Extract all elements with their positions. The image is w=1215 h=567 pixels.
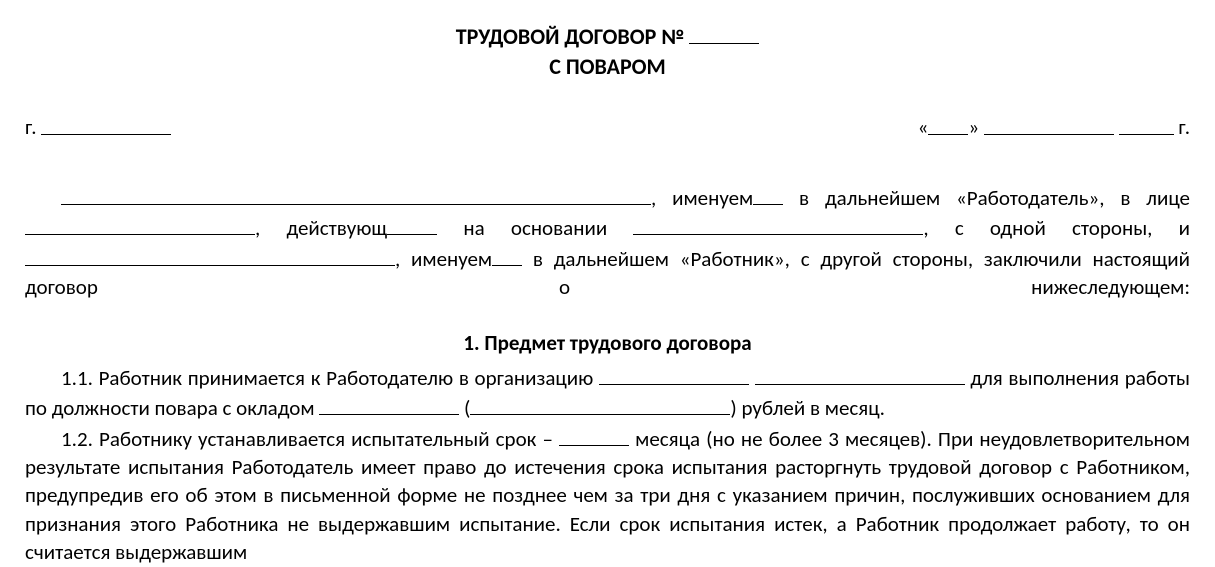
document-page: ТРУДОВОЙ ДОГОВОР № С ПОВАРОМ г. « » г. , … bbox=[0, 0, 1215, 567]
section-1-title: 1. Предмет трудового договора bbox=[25, 329, 1190, 357]
preamble-seg1: , именуем bbox=[651, 185, 753, 211]
city-blank[interactable] bbox=[41, 111, 171, 134]
preamble-seg6: , именуем bbox=[395, 246, 492, 272]
org-blank-1[interactable] bbox=[599, 362, 749, 385]
clause-1-1-p1: Работник принимается к Работодателю в ор… bbox=[99, 365, 599, 391]
day-blank[interactable] bbox=[928, 111, 968, 134]
clause-1-1: 1.1. Работник принимается к Работодателю… bbox=[25, 362, 1190, 423]
title-line-1-text: ТРУДОВОЙ ДОГОВОР № bbox=[456, 23, 690, 50]
salary-words-blank[interactable] bbox=[470, 392, 730, 415]
clause-1-2-p1: Работнику устанавливается испытательный … bbox=[99, 426, 559, 452]
acting-suffix-blank[interactable] bbox=[387, 212, 437, 235]
city-field: г. bbox=[25, 111, 171, 141]
suffix-blank-1[interactable] bbox=[753, 182, 783, 205]
salary-num-blank[interactable] bbox=[319, 392, 459, 415]
year-suffix: г. bbox=[1174, 115, 1190, 141]
document-title: ТРУДОВОЙ ДОГОВОР № С ПОВАРОМ bbox=[25, 20, 1190, 81]
year-blank[interactable] bbox=[1119, 111, 1174, 134]
preamble-seg2: в дальнейшем «Работодатель», в лице bbox=[783, 185, 1190, 211]
clause-1-1-num: 1.1. bbox=[61, 365, 99, 391]
city-prefix: г. bbox=[25, 115, 41, 141]
city-and-date-row: г. « » г. bbox=[25, 111, 1190, 141]
suffix-blank-2[interactable] bbox=[492, 243, 522, 266]
preamble-block: , именуем в дальнейшем «Работодатель», в… bbox=[25, 182, 1190, 302]
preamble-seg3: , действующ bbox=[255, 215, 387, 241]
date-close-quote: » bbox=[968, 115, 979, 141]
employee-name-blank[interactable] bbox=[25, 243, 395, 266]
clause-1-1-p4: ) рублей в месяц. bbox=[730, 395, 885, 421]
basis-blank[interactable] bbox=[633, 212, 923, 235]
title-line-2-text: С ПОВАРОМ bbox=[549, 53, 666, 80]
clause-1-2: 1.2. Работнику устанавливается испытател… bbox=[25, 423, 1190, 567]
date-field: « » г. bbox=[918, 111, 1190, 141]
employer-name-blank[interactable] bbox=[61, 182, 651, 205]
preamble-seg4: на основании bbox=[437, 215, 633, 241]
clause-1-1-p3: ( bbox=[459, 395, 470, 421]
preamble-seg5: , с одной стороны, и bbox=[923, 215, 1190, 241]
person-blank[interactable] bbox=[25, 212, 255, 235]
probation-blank[interactable] bbox=[559, 423, 629, 446]
month-blank[interactable] bbox=[984, 111, 1114, 134]
contract-number-blank[interactable] bbox=[689, 20, 759, 44]
clause-1-2-num: 1.2. bbox=[61, 426, 99, 452]
date-open-quote: « bbox=[918, 115, 929, 141]
org-blank-2[interactable] bbox=[755, 362, 965, 385]
